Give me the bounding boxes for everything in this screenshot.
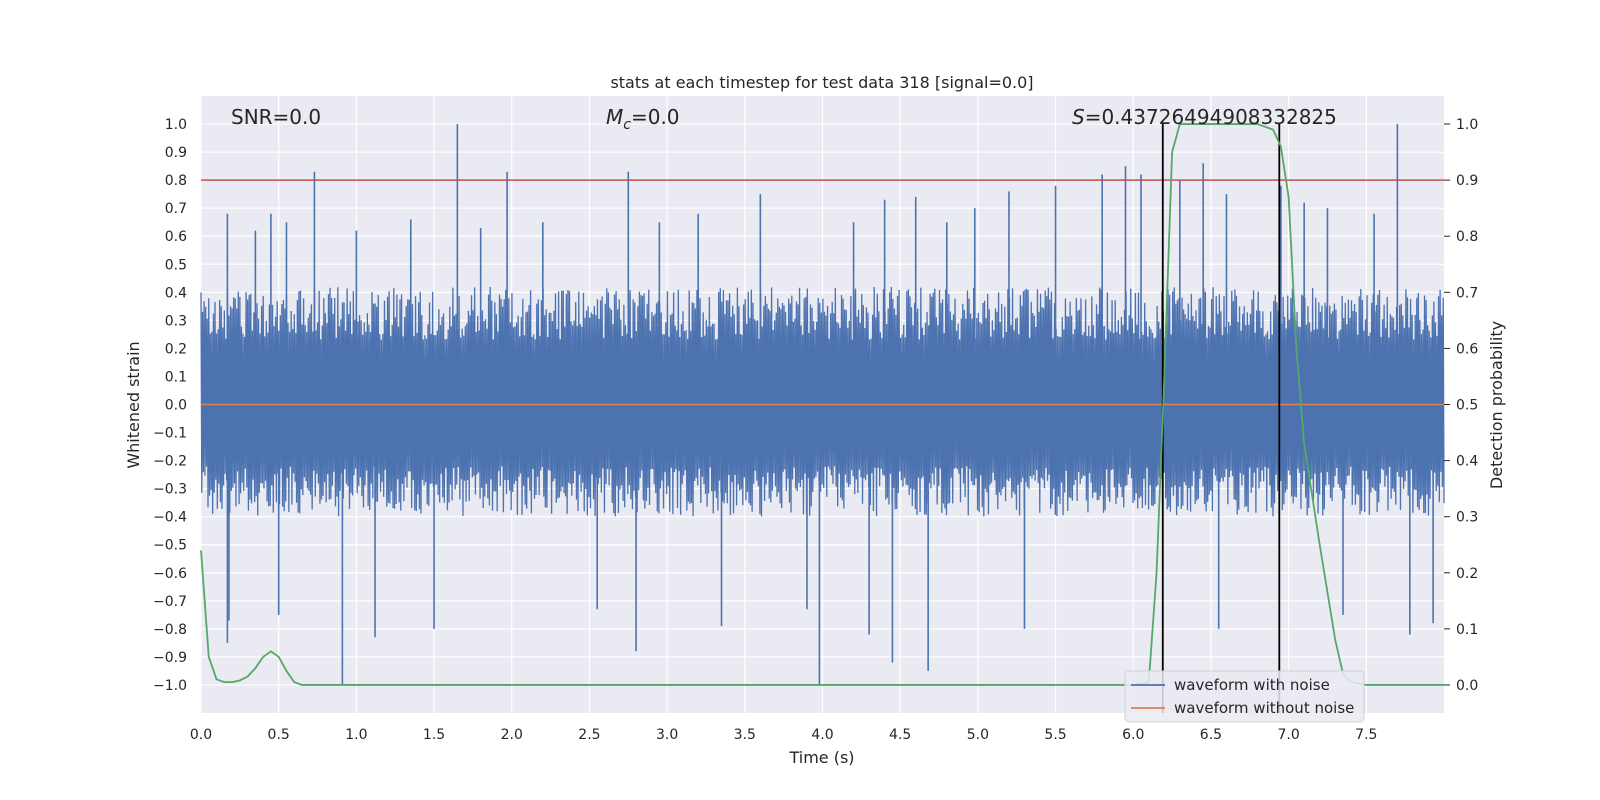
chirp-mass-value: =0.0 — [631, 105, 680, 129]
y-tick-label: 0.0 — [165, 398, 187, 414]
y-tick-label: −1.0 — [153, 678, 187, 694]
right-y-axis-ticks: 1.0 0.9 0.8 0.7 0.6 0.5 0.4 0.3 0.2 0.1 0.0 — [1444, 117, 1478, 694]
y-tick-label: 0.7 — [165, 201, 187, 217]
y-tick-label: 0.6 — [165, 229, 187, 245]
y-tick-label: −0.7 — [153, 594, 187, 610]
y-tick-label: 0.5 — [165, 257, 187, 273]
x-tick-label: 2.0 — [501, 727, 523, 743]
x-tick-label: 0.0 — [190, 727, 212, 743]
right-y-tick-label: 0.6 — [1456, 341, 1478, 357]
y-tick-label: −0.2 — [153, 454, 187, 470]
right-y-tick-label: 0.8 — [1456, 229, 1478, 245]
x-tick-label: 6.5 — [1200, 727, 1222, 743]
x-tick-label: 7.0 — [1277, 727, 1299, 743]
x-tick-label: 3.5 — [734, 727, 756, 743]
detection-probability-line — [200, 123, 1444, 686]
y-tick-label: −0.3 — [153, 482, 187, 498]
right-y-tick-label: 0.5 — [1456, 398, 1478, 414]
score-annotation: S=0.43726494908332825 — [1072, 105, 1337, 129]
right-y-tick-label: 0.0 — [1456, 678, 1478, 694]
x-tick-label: 6.0 — [1122, 727, 1144, 743]
x-tick-label: 0.5 — [268, 727, 290, 743]
x-tick-label: 3.0 — [656, 727, 678, 743]
y-tick-label: −0.5 — [153, 538, 187, 554]
chart-title: stats at each timestep for test data 318… — [610, 73, 1033, 92]
y-tick-label: 0.9 — [165, 145, 187, 161]
right-y-tick-label: 0.7 — [1456, 285, 1478, 301]
snr-annotation: SNR=0.0 — [231, 105, 321, 129]
score-value: =0.43726494908332825 — [1085, 105, 1337, 129]
y-tick-label: 0.8 — [165, 173, 187, 189]
right-y-tick-label: 0.2 — [1456, 566, 1478, 582]
chirp-mass-symbol: M — [606, 105, 623, 129]
detection-probability-series — [200, 123, 1444, 686]
legend-label-waveform-with-noise: waveform with noise — [1174, 676, 1330, 694]
right-y-tick-label: 0.3 — [1456, 510, 1478, 526]
right-y-tick-label: 0.1 — [1456, 622, 1478, 638]
right-y-tick-label: 1.0 — [1456, 117, 1478, 133]
y-tick-label: 0.1 — [165, 369, 187, 385]
x-tick-label: 5.0 — [967, 727, 989, 743]
x-axis-label: Time (s) — [788, 748, 854, 767]
y-tick-label: −0.1 — [153, 426, 187, 442]
right-y-axis-label: Detection probability — [1487, 321, 1506, 489]
chirp-mass-annotation: Mc=0.0 — [606, 105, 680, 133]
y-axis-label: Whitened strain — [124, 341, 143, 468]
y-tick-label: −0.6 — [153, 566, 187, 582]
legend-box — [1124, 670, 1365, 723]
y-tick-label: −0.9 — [153, 650, 187, 666]
legend-label-waveform-without-noise: waveform without noise — [1174, 699, 1354, 717]
y-tick-label: 0.2 — [165, 341, 187, 357]
y-tick-label: −0.4 — [153, 510, 187, 526]
y-tick-label: 0.3 — [165, 313, 187, 329]
x-tick-label: 1.0 — [345, 727, 367, 743]
right-y-tick-label: 0.4 — [1456, 454, 1478, 470]
x-tick-label: 4.5 — [889, 727, 911, 743]
score-symbol: S — [1072, 105, 1085, 129]
x-axis-ticks: 0.0 0.5 1.0 1.5 2.0 2.5 3.0 3.5 4.0 4.5 5.0 5.5 6.0 6… — [190, 727, 1378, 743]
right-y-tick-label: 0.9 — [1456, 173, 1478, 189]
chirp-mass-subscript: c — [623, 117, 631, 133]
x-tick-label: 1.5 — [423, 727, 445, 743]
legend: waveform with noise waveform without noi… — [1124, 670, 1365, 723]
x-tick-label: 5.5 — [1044, 727, 1066, 743]
y-tick-label: −0.8 — [153, 622, 187, 638]
y-tick-label: 1.0 — [165, 117, 187, 133]
x-tick-label: 4.0 — [811, 727, 833, 743]
y-tick-label: 0.4 — [165, 285, 187, 301]
y-axis-ticks: 1.0 0.9 0.8 0.7 0.6 0.5 0.4 0.3 0.2 0.1 0.0 −0.1 −0.… — [153, 117, 187, 694]
x-tick-label: 7.5 — [1355, 727, 1377, 743]
x-tick-label: 2.5 — [578, 727, 600, 743]
